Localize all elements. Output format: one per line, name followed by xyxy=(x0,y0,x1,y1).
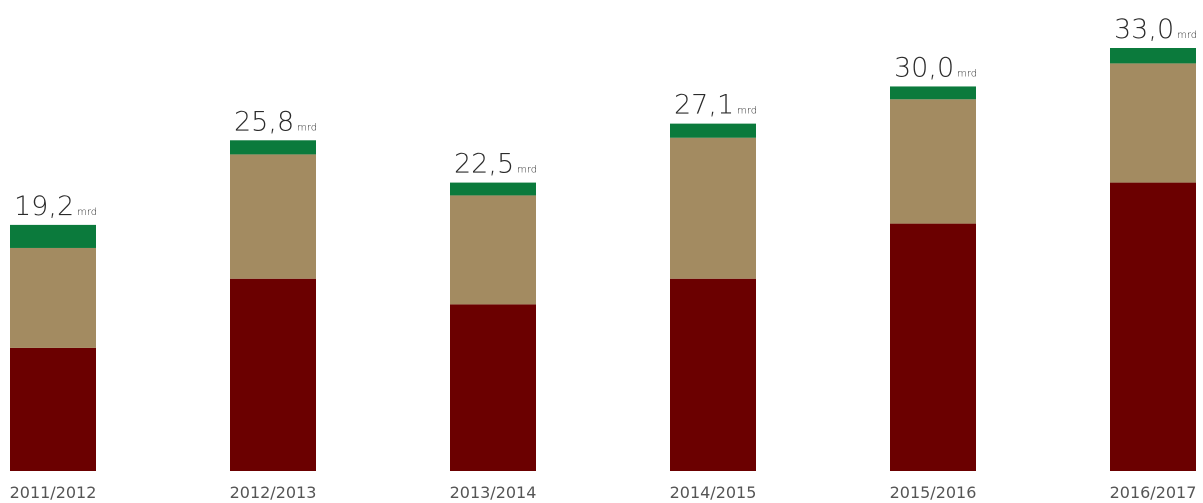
bar-2016-2017-top-segment xyxy=(1110,48,1196,64)
total-unit: mrd xyxy=(957,68,977,79)
bar-2011-2012-top-segment xyxy=(10,224,96,248)
bar-2013-2014-bottom-segment xyxy=(450,304,536,471)
bar-2012-2013-bottom-segment xyxy=(230,278,316,471)
total-unit: mrd xyxy=(77,207,97,218)
bars-group xyxy=(10,48,1196,471)
total-unit: mrd xyxy=(737,106,757,117)
x-tick-label-2012-2013: 2012/2013 xyxy=(230,483,317,502)
x-tick-label-2014-2015: 2014/2015 xyxy=(670,483,757,502)
x-tick-label-2016-2017: 2016/2017 xyxy=(1110,483,1197,502)
bar-2011-2012-bottom-segment xyxy=(10,347,96,471)
total-unit: mrd xyxy=(297,122,317,133)
bar-2016-2017-bottom-segment xyxy=(1110,182,1196,471)
bar-2014-2015-top-segment xyxy=(670,123,756,138)
total-unit: mrd xyxy=(517,165,537,176)
x-tick-label-2011-2012: 2011/2012 xyxy=(10,483,97,502)
total-label-2013-2014: 22,5 mrd xyxy=(454,149,537,180)
bar-2013-2014-top-segment xyxy=(450,182,536,196)
bar-2015-2016-top-segment xyxy=(890,86,976,100)
x-tick-label-2013-2014: 2013/2014 xyxy=(450,483,537,502)
total-label-2015-2016: 30,0 mrd xyxy=(894,52,977,83)
bar-2015-2016-bottom-segment xyxy=(890,223,976,471)
x-tick-label-2015-2016: 2015/2016 xyxy=(890,483,977,502)
total-label-2016-2017: 33,0 mrd xyxy=(1114,14,1197,45)
bar-2016-2017-middle-segment xyxy=(1110,63,1196,183)
total-value: 19,2 xyxy=(14,191,74,222)
total-label-2014-2015: 27,1 mrd xyxy=(674,90,757,121)
bar-2012-2013-top-segment xyxy=(230,140,316,155)
total-value: 30,0 xyxy=(894,52,954,83)
bar-2014-2015-bottom-segment xyxy=(670,278,756,471)
bar-2012-2013-middle-segment xyxy=(230,154,316,279)
total-value: 22,5 xyxy=(454,149,514,180)
total-label-2012-2013: 25,8 mrd xyxy=(234,106,317,137)
x-tick-labels-group: 2011/2012 2012/2013 2013/2014 2014/2015 2015… xyxy=(10,483,1197,502)
bar-2013-2014-middle-segment xyxy=(450,195,536,305)
total-value: 27,1 xyxy=(674,90,734,121)
bar-2014-2015-middle-segment xyxy=(670,137,756,279)
bar-2015-2016-middle-segment xyxy=(890,99,976,224)
bar-2011-2012-middle-segment xyxy=(10,247,96,348)
total-value: 25,8 xyxy=(234,106,294,137)
total-value: 33,0 xyxy=(1114,14,1174,45)
total-label-2011-2012: 19,2 mrd xyxy=(14,191,97,222)
total-unit: mrd xyxy=(1177,30,1197,41)
